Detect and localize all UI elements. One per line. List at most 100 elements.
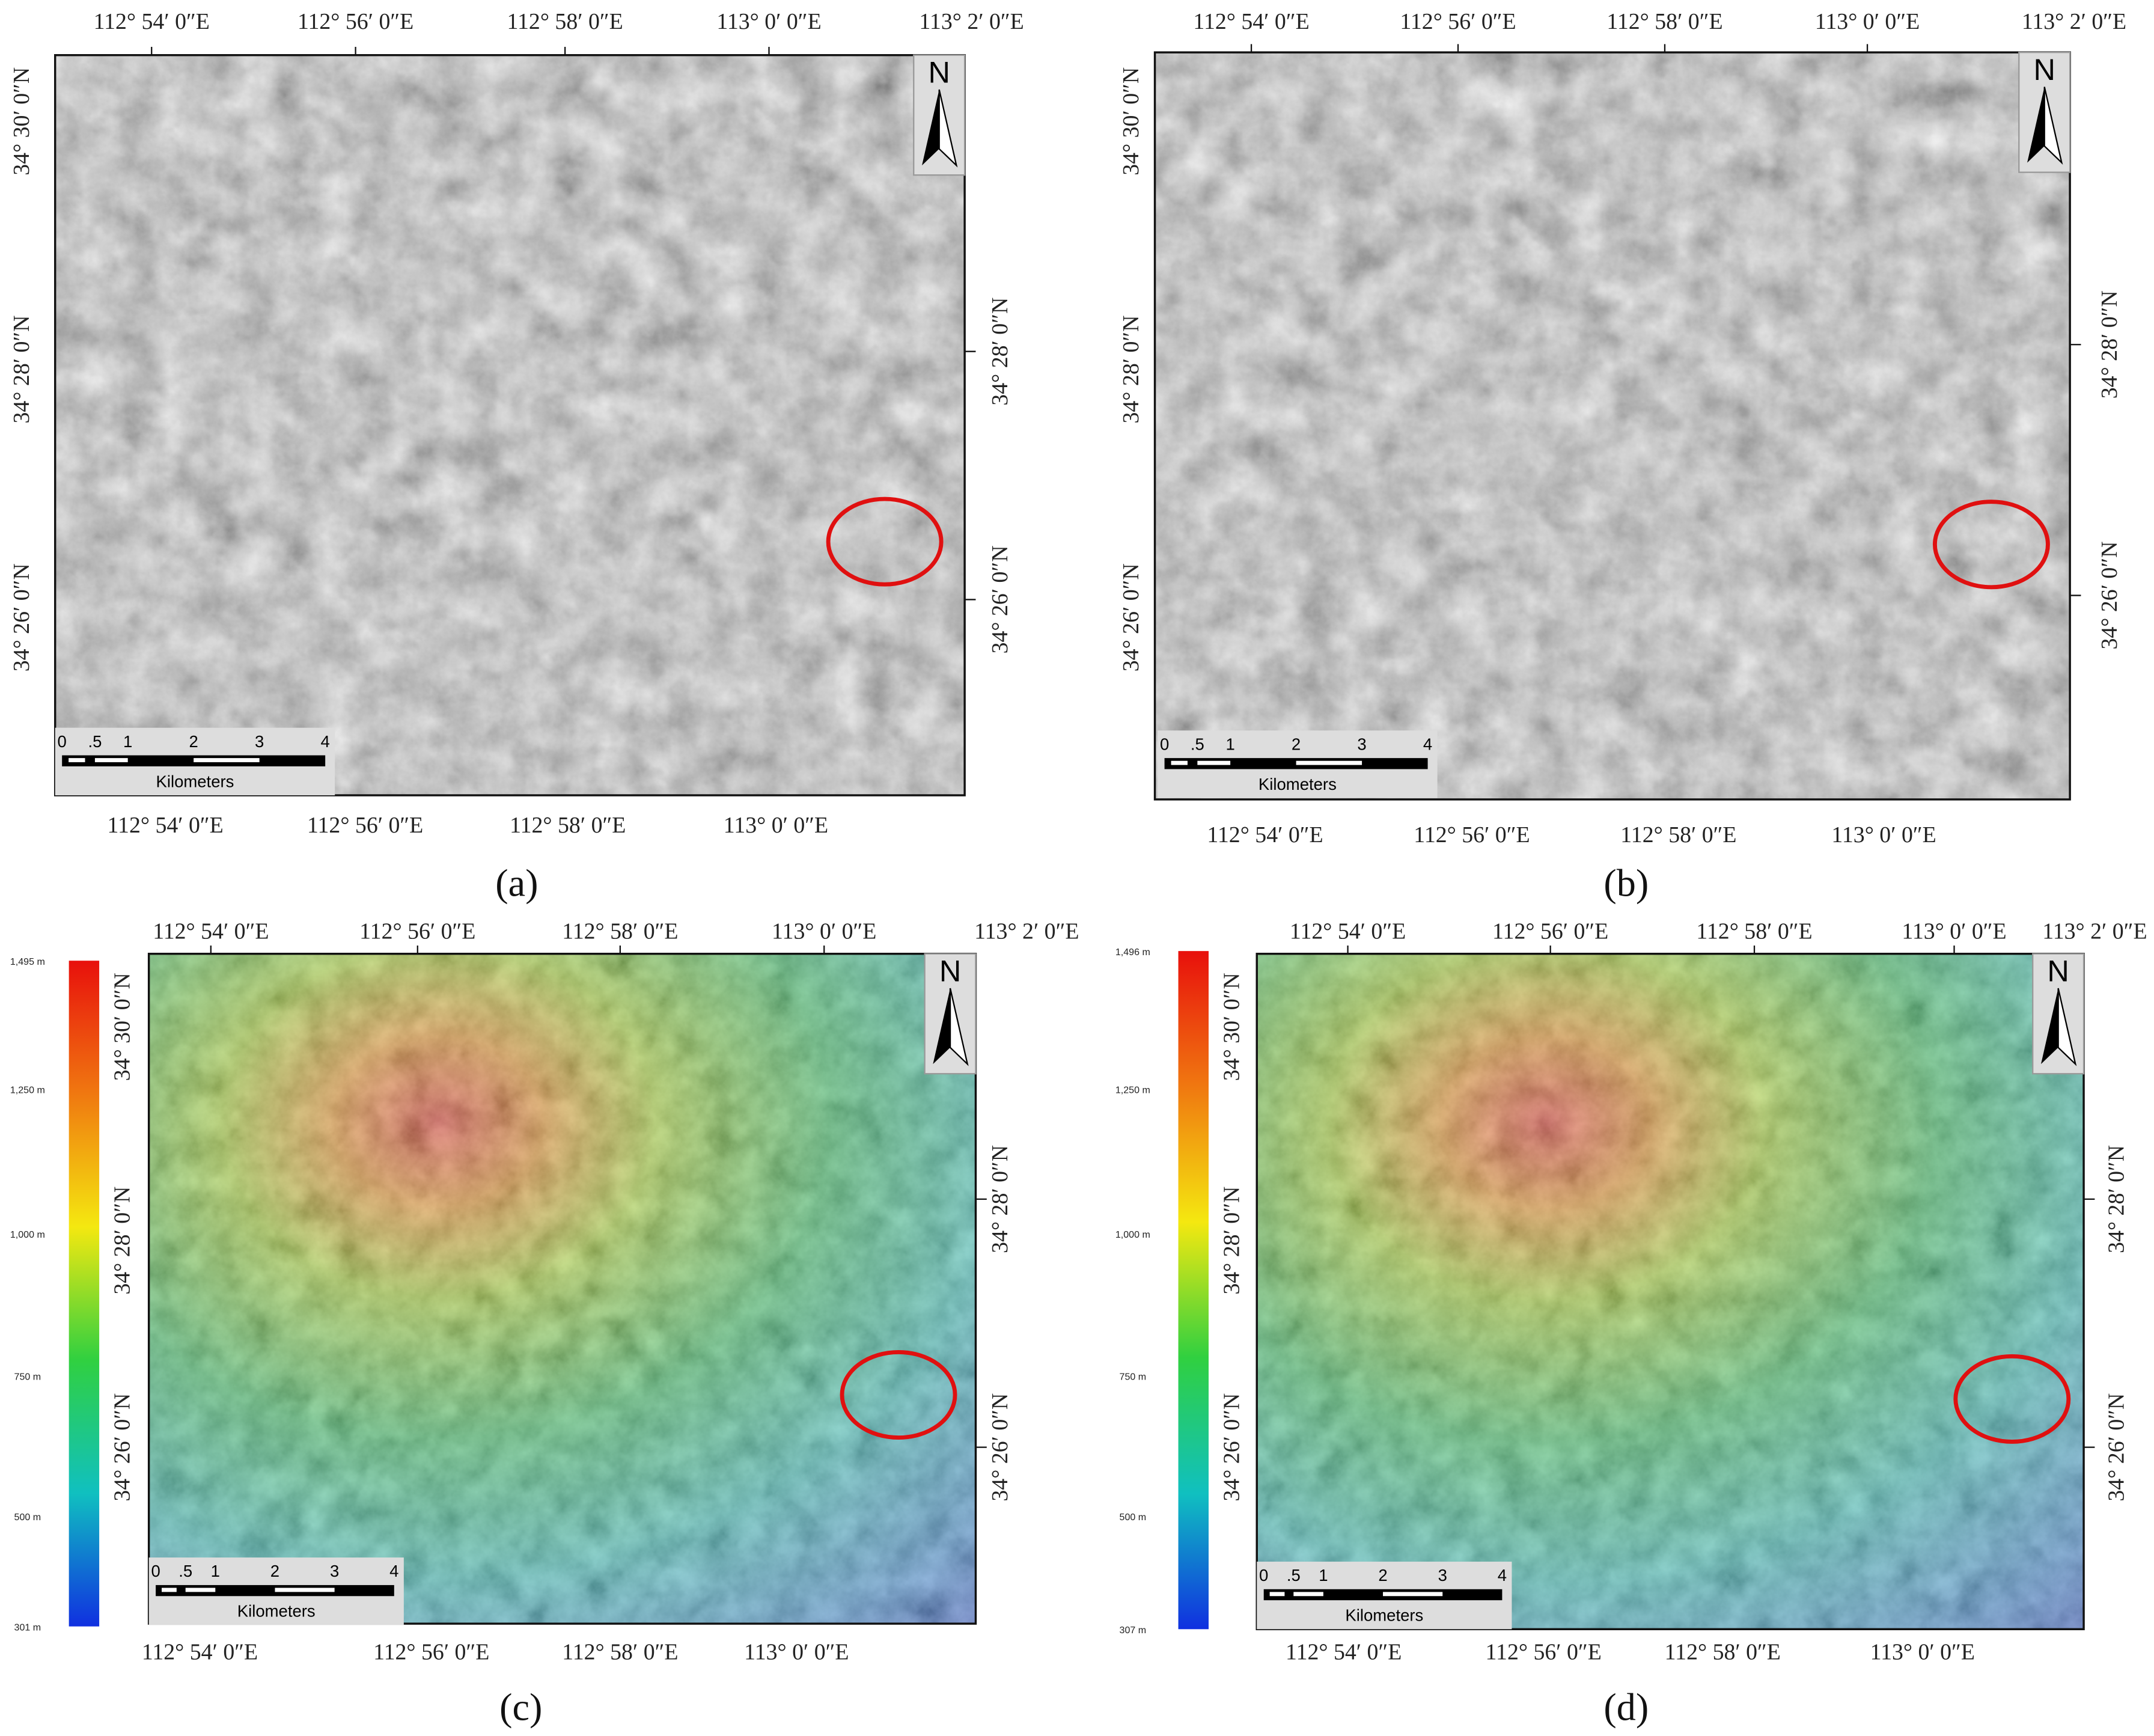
- scale-tick-label: 3: [255, 732, 264, 751]
- scale-tick-label: 4: [1498, 1566, 1507, 1585]
- north-arrow: [2027, 87, 2045, 163]
- highlight-ellipse: [1953, 1354, 2071, 1444]
- scale-bar-segment: [1383, 1592, 1443, 1597]
- scale-tick-label: 2: [189, 732, 198, 751]
- longitude-label: 113° 0′ 0″E: [724, 813, 828, 838]
- highlight-ellipse: [826, 497, 944, 587]
- latitude-label: 34° 28′ 0″N: [1118, 316, 1144, 424]
- colorbar-label: 1,000 m: [1115, 1229, 1150, 1240]
- scale-unit: Kilometers: [1259, 775, 1337, 793]
- map-frame: [54, 53, 966, 796]
- north-label: N: [939, 954, 961, 988]
- longitude-label: 112° 56′ 0″E: [373, 1640, 489, 1665]
- scale-bar-segment: [1296, 760, 1362, 765]
- map-panel: N 0 .5 1 2 3 4 Kilometers 112° 54′ 0″E 112° 56′ 0…: [10, 919, 1079, 1729]
- scale-bar-segment: [69, 758, 85, 763]
- latitude-label: 34° 28′ 0″N: [1219, 1187, 1244, 1295]
- colorbar-label: 301 m: [14, 1622, 41, 1633]
- longitude-label: 113° 0′ 0″E: [772, 919, 876, 944]
- scale-bar-segment: [1197, 760, 1231, 765]
- scale-tick-label: 0: [1160, 735, 1169, 753]
- map-panel: N 0 .5 1 2 3 4 Kilometers 112° 54′ 0″E 112° 56′ 0…: [9, 9, 1024, 904]
- scale-bar-segment: [1293, 1592, 1323, 1597]
- scale-tick-label: 2: [270, 1562, 279, 1580]
- latitude-label: 34° 28′ 0″N: [2104, 1145, 2129, 1253]
- scale-tick-label: 2: [1378, 1566, 1387, 1585]
- latitude-label: 34° 26′ 0″N: [9, 563, 34, 671]
- latitude-label: 34° 28′ 0″N: [987, 298, 1013, 406]
- longitude-label: 112° 54′ 0″E: [142, 1640, 258, 1665]
- map-panel: N 0 .5 1 2 3 4 Kilometers 112° 54′ 0″E 112° 56′ 0…: [1115, 919, 2147, 1729]
- longitude-label: 112° 58′ 0″E: [507, 9, 623, 34]
- colorbar-label: 500 m: [1120, 1512, 1147, 1523]
- scale-tick-label: 0: [1259, 1566, 1268, 1585]
- map-frame: [1255, 953, 2085, 1631]
- panel-label: (d): [1603, 1686, 1649, 1729]
- scale-tick-label: 1: [211, 1562, 220, 1580]
- scale-tick-label: 4: [1423, 735, 1432, 753]
- longitude-label: 112° 56′ 0″E: [359, 919, 475, 944]
- longitude-label: 112° 58′ 0″E: [1665, 1640, 1781, 1665]
- longitude-label: 113° 0′ 0″E: [1870, 1640, 1975, 1665]
- map-frame: [1153, 51, 2071, 801]
- latitude-label: 34° 26′ 0″N: [2097, 542, 2122, 650]
- panel-label: (b): [1603, 861, 1649, 904]
- longitude-label: 112° 54′ 0″E: [1290, 919, 1406, 944]
- longitude-label: 112° 56′ 0″E: [1400, 9, 1516, 34]
- latitude-label: 34° 28′ 0″N: [2097, 290, 2122, 399]
- colorbar: [69, 961, 100, 1627]
- colorbar-label: 1,495 m: [10, 956, 45, 967]
- longitude-label: 113° 0′ 0″E: [1902, 919, 2006, 944]
- colorbar-label: 307 m: [1120, 1625, 1147, 1636]
- panel-label: (c): [499, 1686, 542, 1729]
- scale-bar-segment: [1269, 1592, 1285, 1597]
- longitude-label: 112° 58′ 0″E: [562, 1640, 678, 1665]
- longitude-label: 113° 0′ 0″E: [716, 9, 821, 34]
- longitude-label: 112° 58′ 0″E: [1620, 822, 1736, 848]
- scale-bar-segment: [94, 758, 128, 763]
- longitude-label: 112° 56′ 0″E: [307, 813, 423, 838]
- scale-bar-segment: [185, 1588, 216, 1592]
- scale-tick-label: 3: [1438, 1566, 1447, 1585]
- colorbar-label: 1,250 m: [10, 1084, 45, 1095]
- longitude-label: 113° 2′ 0″E: [2022, 9, 2126, 34]
- colorbar-label: 750 m: [14, 1371, 41, 1382]
- scale-tick-label: 3: [330, 1562, 339, 1580]
- satellite-image: [1155, 52, 2070, 799]
- latitude-label: 34° 26′ 0″N: [2104, 1393, 2129, 1502]
- latitude-label: 34° 30′ 0″N: [1219, 973, 1244, 1081]
- north-label: N: [2047, 954, 2069, 988]
- longitude-label: 112° 54′ 0″E: [1286, 1640, 1402, 1665]
- longitude-label: 113° 0′ 0″E: [1831, 822, 1936, 848]
- map-panel: N 0 .5 1 2 3 4 Kilometers 112° 54′ 0″E 112° 56′ 0…: [1118, 9, 2126, 904]
- latitude-label: 34° 30′ 0″N: [1118, 67, 1144, 176]
- scale-bar-segment: [162, 1588, 177, 1592]
- colorbar-label: 1,250 m: [1115, 1084, 1150, 1095]
- scale-tick-label: 2: [1292, 735, 1301, 753]
- longitude-label: 112° 56′ 0″E: [1492, 919, 1608, 944]
- hillshade: [148, 953, 976, 1624]
- longitude-label: 112° 58′ 0″E: [562, 919, 678, 944]
- latitude-label: 34° 28′ 0″N: [9, 316, 34, 424]
- colorbar-label: 1,496 m: [1115, 947, 1150, 958]
- scale-tick-label: 0: [151, 1562, 160, 1580]
- longitude-label: 112° 56′ 0″E: [297, 9, 413, 34]
- latitude-label: 34° 30′ 0″N: [110, 973, 135, 1081]
- scale-tick-label: 4: [321, 732, 330, 751]
- hillshade: [1257, 953, 2084, 1630]
- longitude-label: 112° 54′ 0″E: [1207, 822, 1323, 848]
- longitude-label: 113° 2′ 0″E: [974, 919, 1079, 944]
- longitude-label: 112° 58′ 0″E: [1606, 9, 1722, 34]
- map-frame: [147, 953, 977, 1625]
- scale-tick-label: .5: [1191, 735, 1204, 753]
- longitude-label: 112° 54′ 0″E: [94, 9, 210, 34]
- latitude-label: 34° 30′ 0″N: [9, 67, 34, 176]
- scale-tick-label: 1: [1225, 735, 1234, 753]
- colorbar-label: 500 m: [14, 1512, 41, 1523]
- longitude-label: 112° 54′ 0″E: [153, 919, 269, 944]
- longitude-label: 113° 0′ 0″E: [1815, 9, 1920, 34]
- colorbar-label: 750 m: [1120, 1371, 1147, 1382]
- scale-tick-label: 3: [1357, 735, 1366, 753]
- scale-unit: Kilometers: [237, 1602, 316, 1621]
- colorbar: [1178, 951, 1209, 1630]
